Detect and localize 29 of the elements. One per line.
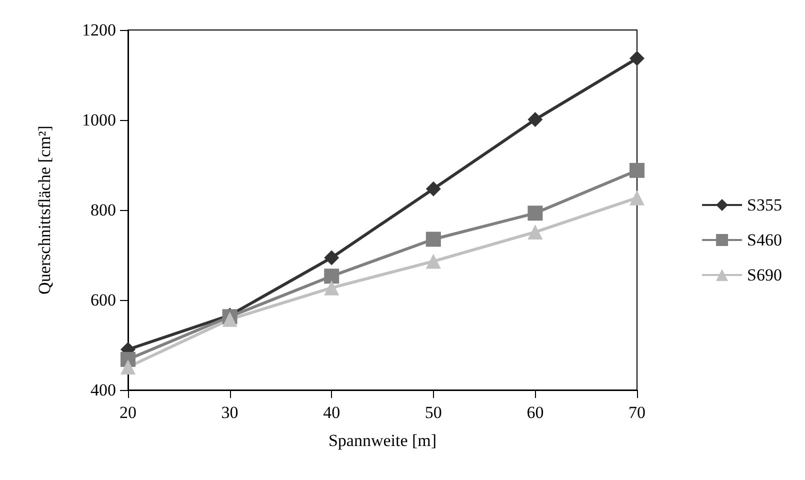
y-axis-title: Querschnittsfläche [cm²]	[35, 126, 54, 294]
x-tick-label: 20	[120, 403, 136, 422]
point	[426, 181, 441, 196]
y-tick-label: 400	[90, 380, 116, 400]
y-tick-label: 800	[90, 200, 116, 220]
x-tick-label: 50	[424, 403, 442, 422]
x-tick-label: 60	[526, 403, 544, 422]
legend-label: S690	[747, 266, 782, 284]
point	[426, 232, 441, 247]
legend-label: S355	[747, 196, 782, 214]
point	[324, 250, 340, 266]
point	[324, 280, 340, 296]
x-tick-label: 70	[628, 403, 646, 422]
y-tick-label: 1200	[82, 20, 116, 40]
point	[630, 190, 644, 206]
point	[120, 360, 136, 375]
point	[528, 112, 543, 128]
legend-label: S460	[747, 230, 782, 250]
point	[630, 162, 644, 178]
y-tick-label: 600	[90, 290, 116, 310]
x-tick-label: 40	[323, 403, 340, 422]
point	[528, 224, 543, 240]
x-axis-title: Spannweite [m]	[328, 431, 437, 450]
point	[426, 254, 441, 269]
x-tick-label: 30	[221, 403, 238, 422]
point	[630, 50, 644, 66]
point	[528, 206, 543, 221]
y-tick-label: 1000	[82, 110, 116, 130]
point	[324, 268, 340, 284]
